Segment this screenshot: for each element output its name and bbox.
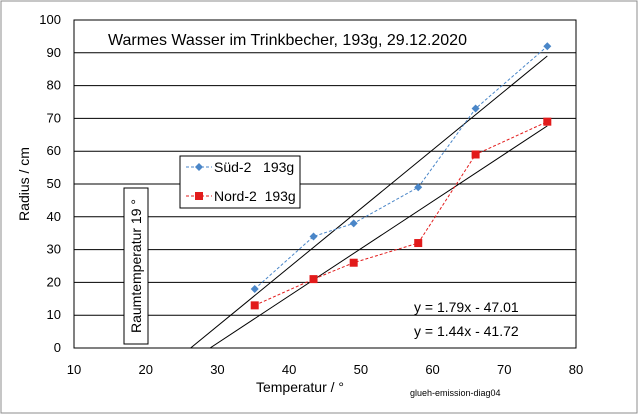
chart-title: Warmes Wasser im Trinkbecher, 193g, 29.1…	[108, 32, 467, 49]
data-point-1	[471, 150, 480, 159]
data-point-0	[471, 104, 480, 113]
x-tick-label: 10	[67, 362, 81, 377]
grid-lines	[74, 19, 576, 349]
y-tick-label: 20	[47, 274, 61, 289]
data-point-1	[414, 239, 423, 248]
y-axis-title: Radius / cm	[16, 147, 32, 221]
y-tick-label: 50	[47, 176, 61, 191]
legend-marker-sued	[195, 163, 203, 171]
data-point-1	[250, 301, 259, 310]
y-tick-label: 10	[47, 307, 61, 322]
footer-code: glueh-emission-diag04	[410, 388, 501, 398]
legend-marker-nord	[195, 192, 203, 200]
x-tick-label: 30	[210, 362, 224, 377]
y-tick-label: 100	[39, 12, 61, 27]
y-tick-label: 30	[47, 242, 61, 257]
x-tick-label: 20	[138, 362, 152, 377]
legend: Süd-2 193g Nord-2 193g	[179, 155, 301, 209]
trendline	[190, 55, 548, 348]
trendlines	[190, 55, 548, 348]
trendline-equation-nord: y = 1.44x - 41.72	[414, 323, 519, 339]
x-tick-label: 50	[354, 362, 368, 377]
y-tick-label: 40	[47, 209, 61, 224]
x-tick-label: 60	[425, 362, 439, 377]
data-point-1	[349, 258, 358, 267]
y-tick-label: 90	[47, 45, 61, 60]
data-point-1	[543, 117, 552, 126]
y-tick-label: 80	[47, 78, 61, 93]
x-tick-label: 40	[282, 362, 296, 377]
trendline-equation-sued: y = 1.79x - 47.01	[414, 299, 519, 315]
data-point-0	[543, 42, 552, 51]
x-axis-title: Temperatur / °	[256, 379, 344, 395]
legend-label-sued: Süd-2 193g	[214, 159, 294, 175]
data-point-0	[414, 183, 423, 192]
series-line-0	[254, 45, 548, 290]
y-tick-label: 0	[54, 340, 61, 355]
y-tick-label: 70	[47, 110, 61, 125]
x-tick-label: 70	[497, 362, 511, 377]
data-point-0	[309, 232, 318, 241]
trendline	[209, 125, 548, 348]
y-tick-label: 60	[47, 143, 61, 158]
legend-label-nord: Nord-2 193g	[214, 188, 296, 204]
data-series	[250, 42, 552, 310]
series-line-1	[254, 121, 548, 306]
x-tick-label: 80	[569, 362, 583, 377]
tick-labels: 0 10 20 30 40 50 60 70 80 90 100 10 20 30 40 50 60 70 80	[39, 12, 583, 377]
room-temperature-box: Raumtemperatur 19 °	[123, 187, 149, 345]
data-point-0	[349, 219, 358, 228]
data-point-0	[250, 284, 259, 293]
room-temperature-label: Raumtemperatur 19 °	[128, 199, 144, 333]
data-point-1	[309, 275, 318, 284]
room-temperature-frame	[123, 187, 149, 345]
